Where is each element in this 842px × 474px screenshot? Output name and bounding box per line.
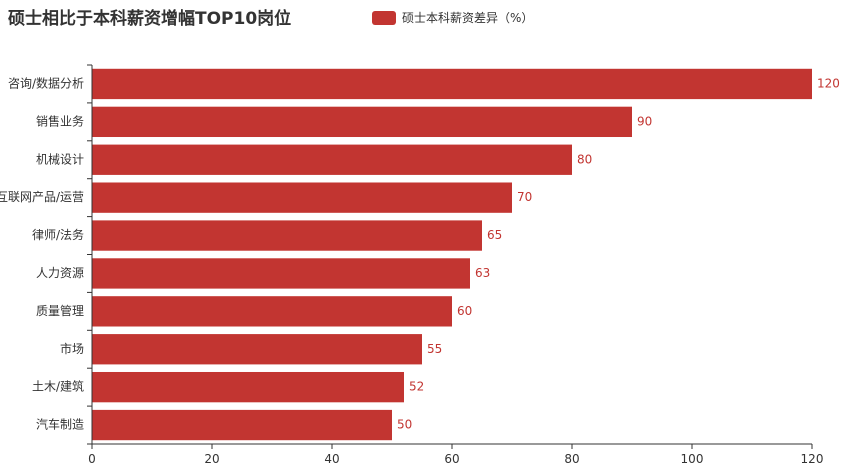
value-label-2: 80: [577, 152, 592, 166]
value-label-4: 65: [487, 228, 502, 242]
value-label-5: 63: [475, 266, 490, 280]
category-label-3: 互联网产品/运营: [0, 190, 84, 204]
category-label-8: 土木/建筑: [32, 379, 84, 394]
bar-6[interactable]: [92, 296, 452, 327]
bar-7[interactable]: [92, 334, 422, 365]
value-label-9: 50: [397, 418, 412, 432]
x-tick-label-0: 0: [88, 452, 96, 466]
x-tick-label-6: 120: [801, 452, 824, 466]
bar-3[interactable]: [92, 182, 512, 213]
bar-8[interactable]: [92, 371, 404, 403]
category-label-1: 销售业务: [36, 113, 84, 128]
x-tick-label-2: 40: [324, 452, 339, 466]
bar-5[interactable]: [92, 258, 470, 289]
chart-title: 硕士相比于本科薪资增幅TOP10岗位: [8, 9, 292, 29]
category-label-0: 咨询/数据分析: [8, 75, 84, 90]
bar-9[interactable]: [92, 409, 392, 441]
value-label-6: 60: [457, 304, 472, 318]
legend-swatch: [372, 10, 396, 25]
value-label-7: 55: [427, 342, 442, 356]
x-tick-label-1: 20: [204, 452, 219, 466]
bar-4[interactable]: [92, 220, 482, 251]
legend-label: 硕士本科薪资差异（%）: [402, 11, 534, 25]
category-label-6: 质量管理: [36, 303, 84, 318]
category-label-7: 市场: [60, 341, 84, 356]
category-label-2: 机械设计: [36, 151, 84, 166]
category-label-5: 人力资源: [36, 266, 84, 280]
bar-2[interactable]: [92, 144, 572, 175]
value-label-0: 120: [817, 76, 840, 90]
bar-0[interactable]: [92, 68, 812, 100]
value-label-3: 70: [517, 190, 532, 204]
x-tick-label-3: 60: [444, 452, 459, 466]
category-label-9: 汽车制造: [36, 417, 84, 432]
value-label-8: 52: [409, 380, 424, 394]
bar-1[interactable]: [92, 106, 632, 138]
x-tick-label-4: 80: [564, 452, 579, 466]
chart-legend[interactable]: 硕士本科薪资差异（%）: [372, 9, 533, 26]
value-label-1: 90: [637, 114, 652, 128]
x-tick-label-5: 100: [681, 452, 704, 466]
category-label-4: 律师/法务: [32, 227, 84, 242]
